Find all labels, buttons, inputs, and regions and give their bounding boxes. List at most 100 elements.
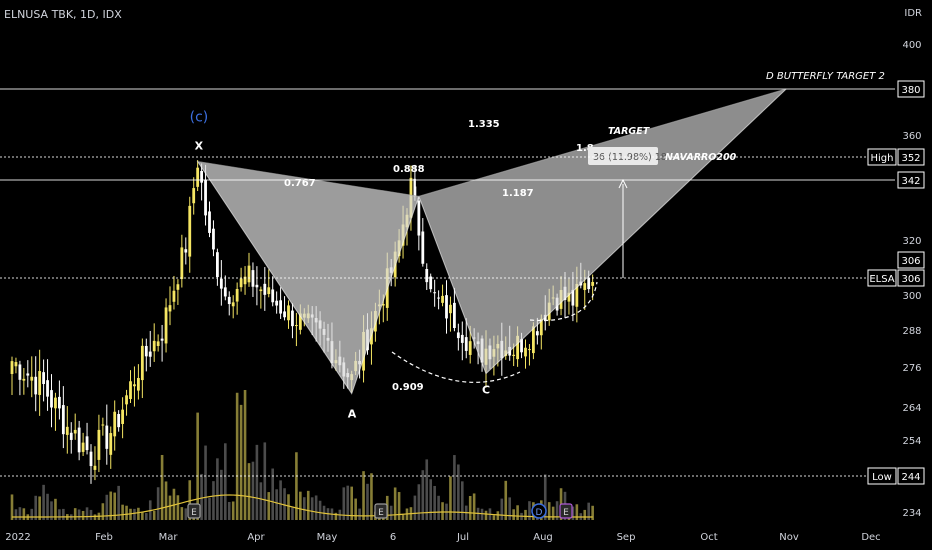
candle-body	[227, 296, 231, 305]
volume-bar	[370, 473, 373, 520]
x-tick-label: Jul	[456, 532, 469, 543]
volume-bar	[141, 511, 144, 520]
x-tick-label: Sep	[617, 532, 636, 543]
candle-body	[113, 411, 117, 437]
volume-bar	[528, 501, 531, 520]
volume-bar	[117, 485, 120, 520]
candle-body	[247, 265, 251, 283]
volume-layer	[10, 390, 594, 520]
candle-body	[133, 384, 136, 387]
level-name-box-high	[867, 148, 897, 166]
candle-body	[413, 178, 417, 197]
candle-body	[441, 295, 444, 303]
candle-body	[61, 405, 65, 435]
pattern-xb-line	[197, 161, 419, 197]
pattern-label-b: B	[415, 176, 423, 189]
candle-body	[571, 289, 575, 306]
swing-arc	[391, 351, 521, 383]
volume-bar	[137, 507, 140, 520]
candle-body	[259, 289, 263, 292]
volume-bar	[89, 509, 93, 520]
volume-bar	[299, 491, 302, 520]
volume-bar	[366, 483, 369, 520]
volume-bar	[393, 487, 397, 520]
level-name-box-low	[867, 467, 897, 485]
volume-bar	[105, 494, 109, 520]
volume-bar	[496, 511, 500, 520]
target-text: TARGET	[608, 126, 651, 137]
volume-bar	[583, 509, 587, 520]
candle-body	[97, 429, 101, 460]
y-tick-label: 234	[902, 508, 921, 519]
candle-body	[231, 302, 235, 307]
candle-body	[437, 297, 440, 299]
event-marker-label: E	[378, 508, 384, 518]
ratio-label: 1.8	[576, 143, 594, 154]
volume-moving-average	[11, 494, 593, 518]
volume-bar	[314, 495, 318, 520]
volume-bar	[208, 497, 211, 520]
volume-bar	[42, 484, 45, 520]
candle-body	[196, 167, 200, 187]
volume-bar	[164, 481, 168, 520]
volume-bar	[279, 480, 282, 520]
level-tag-target2	[897, 80, 925, 98]
volume-bar	[492, 515, 496, 520]
volume-bar	[453, 455, 456, 520]
volume-bar	[224, 443, 227, 520]
candle-body	[65, 426, 69, 435]
volume-bar	[413, 495, 417, 520]
pattern-label-x: X	[195, 140, 204, 153]
candle-body	[216, 252, 219, 278]
volume-bar	[101, 503, 105, 520]
candle-body	[58, 396, 61, 409]
volume-bar	[255, 444, 259, 520]
swing-arc	[529, 281, 598, 322]
candle-body	[18, 364, 22, 380]
x-tick-label: 2022	[5, 532, 30, 543]
candle-body	[535, 331, 539, 336]
volume-bar	[350, 486, 353, 520]
candle-body	[275, 300, 279, 306]
volume-bar	[429, 479, 432, 520]
candle-body	[34, 376, 38, 395]
volume-bar	[295, 452, 298, 520]
volume-bar	[508, 497, 511, 520]
volume-bar	[318, 500, 322, 520]
candle-body	[587, 277, 591, 290]
volume-bar	[184, 508, 188, 520]
volume-bar	[176, 495, 180, 520]
wave-label: (c)	[190, 110, 209, 126]
event-marker-label: E	[191, 508, 197, 518]
volume-bar	[267, 492, 271, 520]
volume-bar	[125, 505, 128, 520]
candle-body	[121, 409, 124, 424]
volume-bar	[524, 509, 527, 520]
ratio-label: 1.335	[468, 119, 500, 130]
price-axis[interactable]: 234 254 264 276 288 300 320 360 400	[902, 40, 921, 519]
candle-body	[460, 334, 464, 343]
candle-body	[46, 380, 49, 397]
candle-body	[520, 339, 523, 353]
time-axis[interactable]: 2022 Feb Mar Apr May 6 Jul Aug Sep Oct Nov Dec	[5, 532, 880, 543]
volume-bar	[468, 496, 472, 520]
volume-bar	[500, 498, 504, 520]
x-tick-label: Dec	[861, 532, 880, 543]
y-tick-label: 288	[902, 326, 921, 337]
volume-bar	[310, 497, 314, 520]
level-tag-high	[897, 148, 925, 166]
volume-bar	[271, 468, 274, 520]
volume-bar	[504, 480, 508, 520]
volume-bar	[306, 490, 310, 520]
y-tick-label: 320	[902, 236, 921, 247]
volume-bar	[461, 481, 464, 520]
candle-body	[464, 337, 468, 351]
candle-body	[30, 376, 34, 381]
candle-body	[69, 432, 73, 440]
candle-body	[208, 211, 211, 233]
level-tag-low	[897, 467, 925, 485]
candle-body	[468, 341, 472, 355]
symbol-title: ELNUSA TBK, 1D, IDX	[4, 8, 122, 21]
volume-bar	[62, 508, 65, 520]
